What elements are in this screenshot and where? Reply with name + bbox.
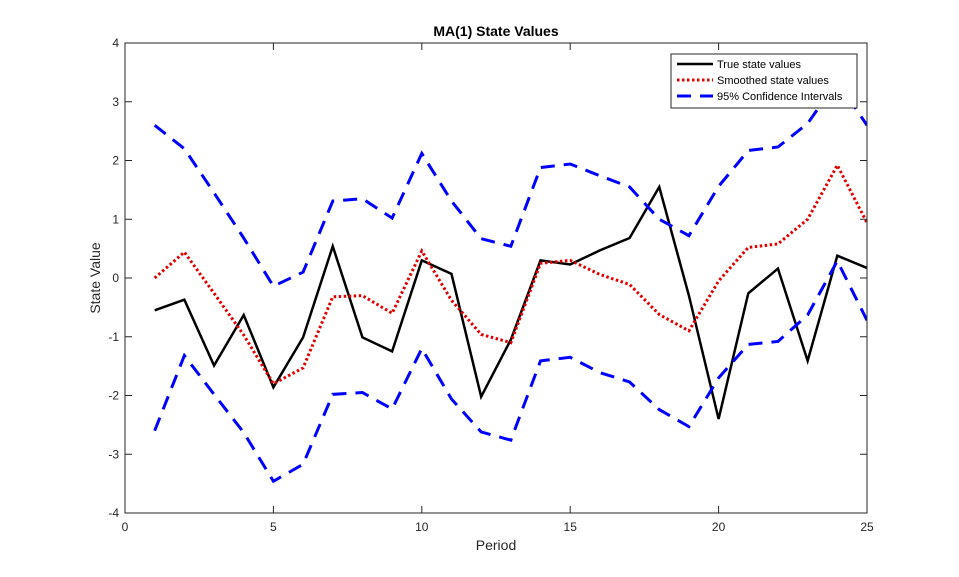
y-tick-label: 2	[112, 154, 119, 168]
x-tick-label: 15	[564, 520, 578, 534]
y-tick-label: -3	[108, 447, 119, 461]
x-tick-label: 20	[712, 520, 726, 534]
plot-area	[153, 78, 867, 484]
chart-title: MA(1) State Values	[433, 23, 558, 39]
x-tick-label: 10	[415, 520, 429, 534]
legend: True state values Smoothed state values 95…	[670, 53, 858, 109]
x-tick-label: 5	[270, 520, 277, 534]
axes: 0 5 10 15 20 25 -4 -3 -2 -1 0 1 2 3 4	[108, 36, 874, 534]
y-tick-label: -2	[108, 389, 119, 403]
y-tick-label: -4	[108, 506, 119, 520]
y-axis-label: State Value	[87, 242, 103, 314]
legend-label-0: True state values	[717, 59, 801, 71]
y-tick-label: 3	[112, 95, 119, 109]
series-lines	[153, 78, 867, 484]
series-line-0	[154, 183, 867, 420]
legend-label-1: Smoothed state values	[717, 75, 829, 87]
y-tick-label: 1	[112, 212, 119, 226]
y-tick-label: -1	[108, 330, 119, 344]
series-line-1	[153, 162, 867, 386]
x-tick-label: 25	[860, 520, 874, 534]
y-tick-label: 4	[112, 36, 119, 50]
legend-label-2: 95% Confidence Intervals	[717, 91, 843, 103]
x-tick-label: 0	[122, 520, 129, 534]
x-axis-label: Period	[476, 537, 516, 553]
series-line-3	[153, 257, 867, 484]
series-line-2	[153, 78, 867, 289]
y-tick-label: 0	[112, 271, 119, 285]
